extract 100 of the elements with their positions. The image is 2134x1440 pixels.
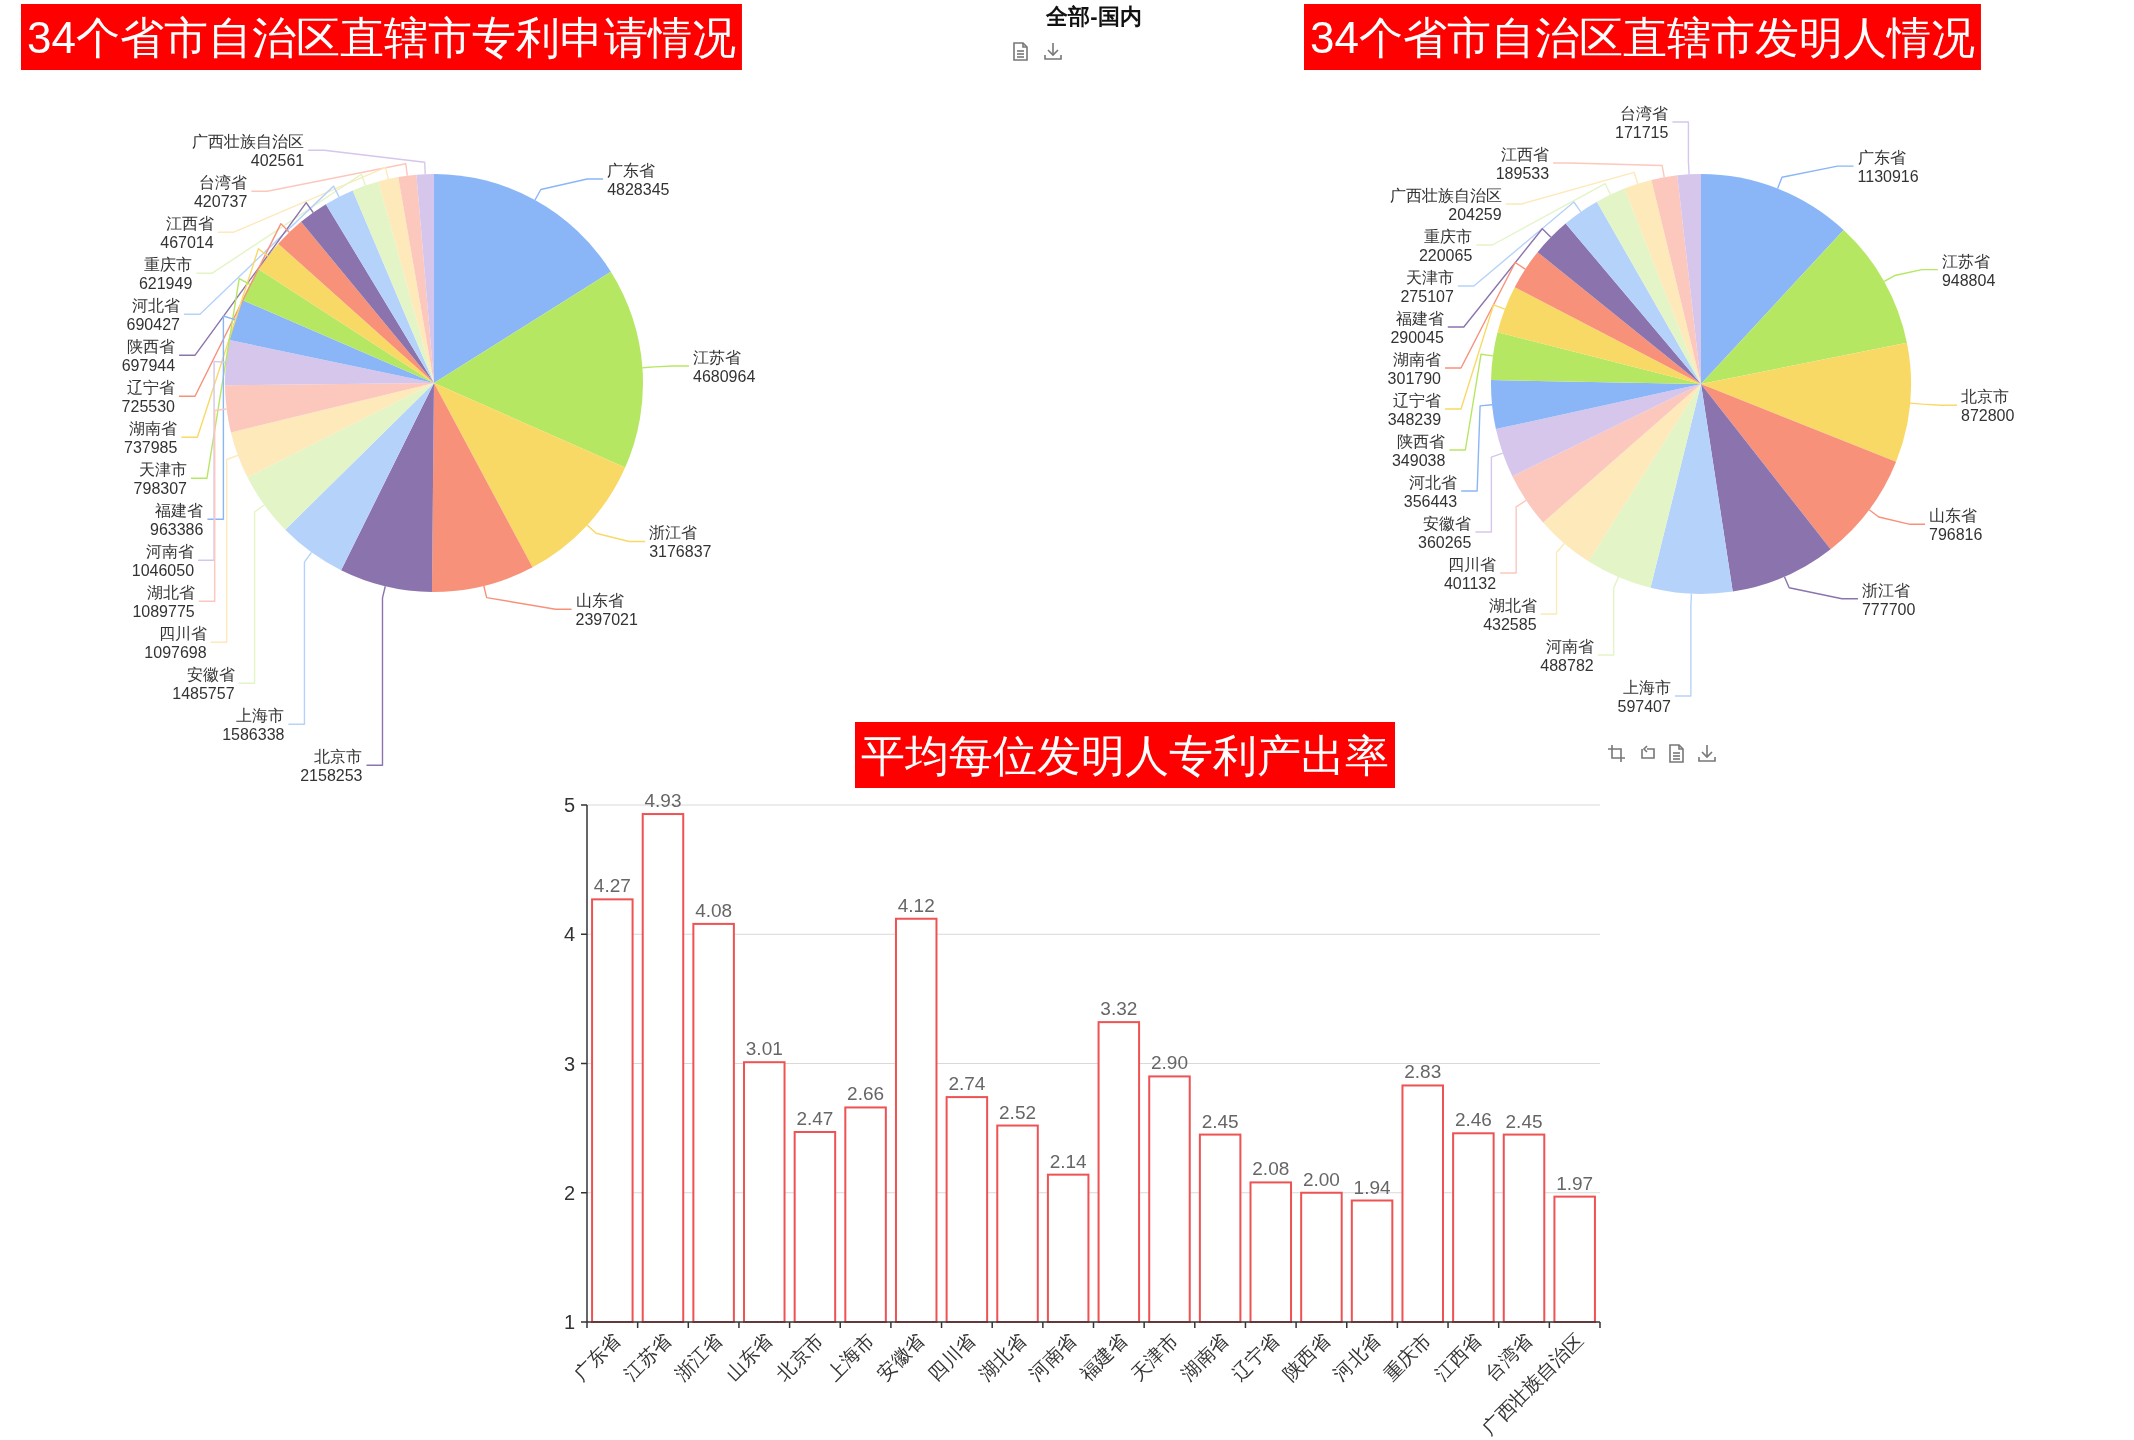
- data-label: 360265: [1417, 534, 1472, 551]
- slice-label: 上海市: [236, 707, 285, 725]
- data-label: 401132: [1443, 575, 1497, 592]
- data-label: 1046050: [131, 562, 195, 580]
- data-label: 220065: [1418, 247, 1473, 264]
- y-tick-label: 2: [563, 1181, 575, 1204]
- data-label: 798307: [133, 480, 188, 498]
- data-label: 420737: [193, 193, 248, 211]
- slice-label: 山东省: [1929, 507, 1978, 525]
- data-label: 4.12: [897, 894, 935, 916]
- data-label: 1586338: [222, 726, 285, 744]
- data-label: 2158253: [300, 767, 363, 785]
- slice-label: 江苏省: [1941, 252, 1990, 270]
- data-label: 356443: [1403, 493, 1458, 510]
- data-label: 597407: [1617, 698, 1671, 715]
- slice-label: 山东省: [575, 592, 624, 610]
- data-label: 2.08: [1252, 1158, 1290, 1180]
- data-label: 467014: [160, 234, 214, 252]
- data-label: 349038: [1391, 452, 1446, 469]
- slice-label: 陕西省: [1397, 433, 1446, 450]
- data-label: 1089775: [132, 603, 195, 621]
- slice-label: 江西省: [1501, 146, 1550, 163]
- data-label: 2.90: [1150, 1052, 1188, 1074]
- slice-label: 江西省: [165, 215, 214, 233]
- data-label: 2.47: [796, 1108, 834, 1129]
- data-label: 2.00: [1302, 1168, 1340, 1190]
- slice-label: 湖南省: [1393, 351, 1441, 368]
- x-tick-label: 北京市: [772, 1329, 828, 1385]
- data-label: 204259: [1448, 206, 1502, 223]
- slice-label: 安徽省: [1423, 515, 1472, 532]
- slice-label: 台湾省: [199, 174, 248, 192]
- data-label: 796816: [1929, 526, 1983, 544]
- data-label: 1097698: [144, 644, 207, 662]
- slice-label: 湖南省: [129, 420, 178, 438]
- data-label: 402561: [250, 152, 305, 170]
- data-label: 1.94: [1353, 1176, 1391, 1198]
- data-label: 301790: [1387, 370, 1442, 387]
- data-label: 963386: [150, 521, 204, 539]
- data-label: 725530: [121, 398, 176, 416]
- data-label: 621949: [138, 275, 193, 293]
- slice-label: 河南省: [146, 543, 195, 561]
- slice-label: 台湾省: [1620, 105, 1669, 122]
- data-label: 948804: [1941, 271, 1996, 289]
- slice-label: 安徽省: [186, 666, 235, 684]
- slice-label: 浙江省: [1861, 581, 1910, 599]
- data-label: 1130916: [1857, 168, 1919, 186]
- slice-label: 陕西省: [127, 338, 176, 356]
- slice-label: 天津市: [138, 461, 187, 479]
- x-tick-label: 安徽省: [873, 1329, 929, 1385]
- slice-label: 福建省: [1395, 310, 1444, 327]
- slice-label: 浙江省: [649, 524, 698, 542]
- data-label: 2.46: [1454, 1109, 1492, 1131]
- data-label: 488782: [1540, 657, 1594, 674]
- data-label: 3176837: [649, 543, 712, 561]
- data-label: 2.74: [948, 1073, 986, 1095]
- slice-label: 辽宁省: [127, 379, 175, 397]
- data-label: 697944: [121, 357, 176, 375]
- slice-label: 北京市: [314, 748, 363, 766]
- chart-title: 34个省市自治区直辖市发明人情况: [1310, 13, 1975, 62]
- data-label: 2.52: [999, 1101, 1037, 1123]
- data-label: 290045: [1390, 329, 1444, 346]
- data-label: 737985: [124, 439, 178, 457]
- slice-label: 辽宁省: [1393, 392, 1442, 409]
- data-label: 2.14: [1049, 1150, 1088, 1172]
- slice-label: 广东省: [1857, 149, 1906, 167]
- data-label: 2.45: [1201, 1110, 1239, 1132]
- data-label: 777700: [1861, 600, 1916, 618]
- y-tick-label: 4: [563, 923, 575, 946]
- data-label: 432585: [1483, 616, 1537, 633]
- x-tick-label: 福建省: [1076, 1329, 1132, 1385]
- data-label: 189533: [1495, 165, 1550, 182]
- text: 全部-国内: [1045, 4, 1142, 29]
- slice-label: 广西壮族自治区: [192, 133, 305, 151]
- data-label: 4.93: [644, 790, 682, 812]
- slice-label: 上海市: [1622, 679, 1671, 696]
- data-label: 4828345: [607, 181, 670, 199]
- data-label: 171715: [1615, 124, 1669, 141]
- y-tick-label: 5: [563, 794, 575, 816]
- data-label: 3.01: [745, 1038, 783, 1060]
- data-label: 4.27: [593, 875, 631, 897]
- data-label: 348239: [1387, 411, 1442, 428]
- data-label: 275107: [1400, 288, 1454, 305]
- slice-label: 天津市: [1405, 269, 1454, 286]
- slice-label: 湖北省: [146, 584, 195, 602]
- data-label: 2.83: [1404, 1061, 1442, 1083]
- data-label: 2.66: [847, 1083, 885, 1105]
- data-label: 690427: [126, 316, 181, 334]
- slice-label: 福建省: [155, 502, 204, 520]
- slice-label: 河北省: [1409, 474, 1458, 491]
- data-label: 4680964: [693, 368, 756, 386]
- data-label: 872800: [1961, 407, 2015, 425]
- data-label: 2397021: [575, 611, 638, 629]
- slice-label: 重庆市: [1424, 228, 1473, 245]
- data-label: 1485757: [172, 685, 235, 703]
- slice-label: 广西壮族自治区: [1389, 187, 1502, 204]
- data-label: 3.32: [1100, 998, 1138, 1020]
- data-label: 4.08: [695, 899, 733, 921]
- slice-label: 河北省: [131, 297, 180, 315]
- slice-label: 广东省: [607, 162, 656, 180]
- slice-label: 四川省: [158, 625, 207, 643]
